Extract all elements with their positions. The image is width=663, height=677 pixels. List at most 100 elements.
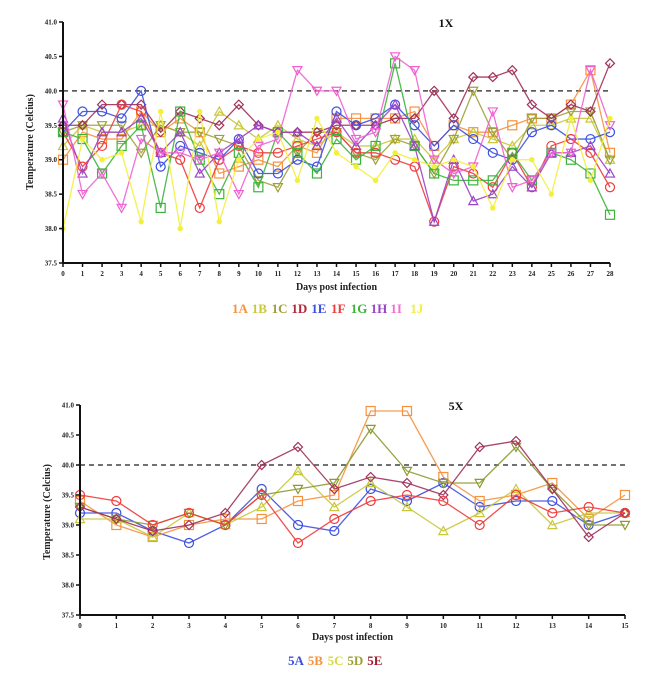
y-tick-label: 40.0 [62, 462, 75, 470]
data-point [583, 513, 594, 525]
data-point [350, 120, 362, 131]
x-tick-label: 0 [78, 622, 82, 630]
series-5e [74, 435, 631, 543]
data-point [365, 405, 376, 417]
data-point [353, 163, 359, 170]
x-tick-label: 1 [81, 270, 85, 278]
data-point [468, 133, 479, 145]
data-point [526, 99, 538, 110]
data-point [272, 134, 284, 145]
x-tick-label: 21 [470, 270, 478, 278]
data-point [370, 155, 382, 166]
data-point [331, 106, 342, 117]
data-point [194, 147, 205, 158]
data-point [111, 495, 122, 507]
data-point [365, 495, 376, 507]
series-1f [57, 99, 616, 227]
x-tick-label: 5 [260, 622, 264, 630]
legend-item-1a: 1A [232, 301, 249, 316]
data-point [474, 507, 486, 518]
chart-panel-1x: 37.538.038.539.039.540.040.541.00 1 2 3 4 5 6 7… [25, 16, 616, 316]
x-tick-label: 11 [275, 270, 282, 278]
series-line [62, 63, 611, 216]
data-point [392, 150, 398, 156]
data-point [292, 537, 304, 549]
data-point [220, 513, 231, 525]
data-point [328, 478, 340, 489]
data-point [194, 155, 206, 166]
data-point [565, 133, 577, 145]
data-point [565, 154, 577, 165]
data-point [370, 113, 381, 124]
legend-item-1f: 1F [331, 301, 346, 316]
data-point [547, 507, 558, 519]
data-point [370, 140, 381, 152]
data-point [510, 442, 522, 453]
data-point [467, 86, 479, 97]
data-point [487, 107, 499, 118]
data-point [174, 148, 186, 159]
data-point [116, 203, 128, 214]
data-point [331, 133, 342, 145]
series-line [79, 410, 626, 538]
data-point [604, 147, 616, 158]
data-point [547, 495, 558, 507]
x-tick-label: 25 [548, 270, 556, 278]
y-tick-label: 41.0 [62, 402, 75, 410]
data-point [546, 113, 557, 124]
x-tick-label: 8 [218, 270, 222, 278]
data-point [546, 120, 557, 131]
data-point [448, 134, 460, 145]
data-point [233, 119, 245, 130]
data-point [451, 157, 457, 163]
x-tick-label: 22 [489, 270, 497, 278]
data-point [183, 519, 195, 531]
x-tick-label: 1 [115, 622, 119, 630]
data-point [546, 519, 558, 530]
data-point [583, 507, 595, 518]
data-point [77, 161, 88, 172]
data-point [213, 119, 225, 131]
x-tick-label: 15 [622, 622, 630, 630]
y-tick-label: 38.0 [45, 225, 58, 233]
data-point [330, 86, 343, 97]
data-point [526, 127, 537, 138]
data-point [155, 161, 166, 172]
data-point [545, 119, 557, 130]
data-point [365, 483, 376, 495]
data-point [213, 134, 225, 145]
data-point [365, 477, 377, 488]
y-tick-label: 38.0 [62, 582, 75, 590]
data-point [157, 108, 164, 115]
x-tick-label: 7 [333, 622, 337, 630]
data-point [136, 85, 147, 96]
x-tick-label: 5 [159, 270, 163, 278]
data-point [437, 489, 449, 501]
data-point [213, 148, 225, 159]
data-point [526, 119, 538, 130]
data-point [311, 86, 323, 97]
data-point [99, 157, 105, 163]
data-point [96, 140, 108, 152]
data-point [506, 140, 518, 151]
legend-item-1e: 1E [311, 301, 326, 316]
data-point [487, 133, 499, 144]
data-point [428, 215, 440, 226]
data-point [292, 441, 304, 453]
data-point [428, 155, 440, 166]
data-point [350, 147, 362, 158]
data-point [292, 147, 303, 158]
data-point [409, 140, 421, 151]
y-tick-label: 41.0 [45, 19, 58, 27]
data-point [329, 489, 340, 501]
data-point [401, 501, 413, 512]
series-line [79, 440, 626, 538]
chart-title: 1X [439, 16, 454, 30]
data-point [604, 155, 616, 166]
data-point [350, 140, 362, 151]
x-tick-label: 23 [509, 270, 517, 278]
x-tick-label: 10 [255, 270, 263, 278]
series-line [62, 103, 611, 225]
data-point [147, 519, 158, 531]
